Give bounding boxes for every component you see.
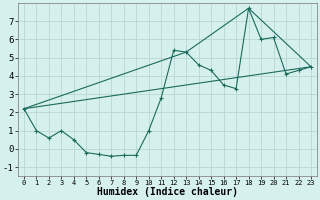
X-axis label: Humidex (Indice chaleur): Humidex (Indice chaleur) — [97, 187, 238, 197]
